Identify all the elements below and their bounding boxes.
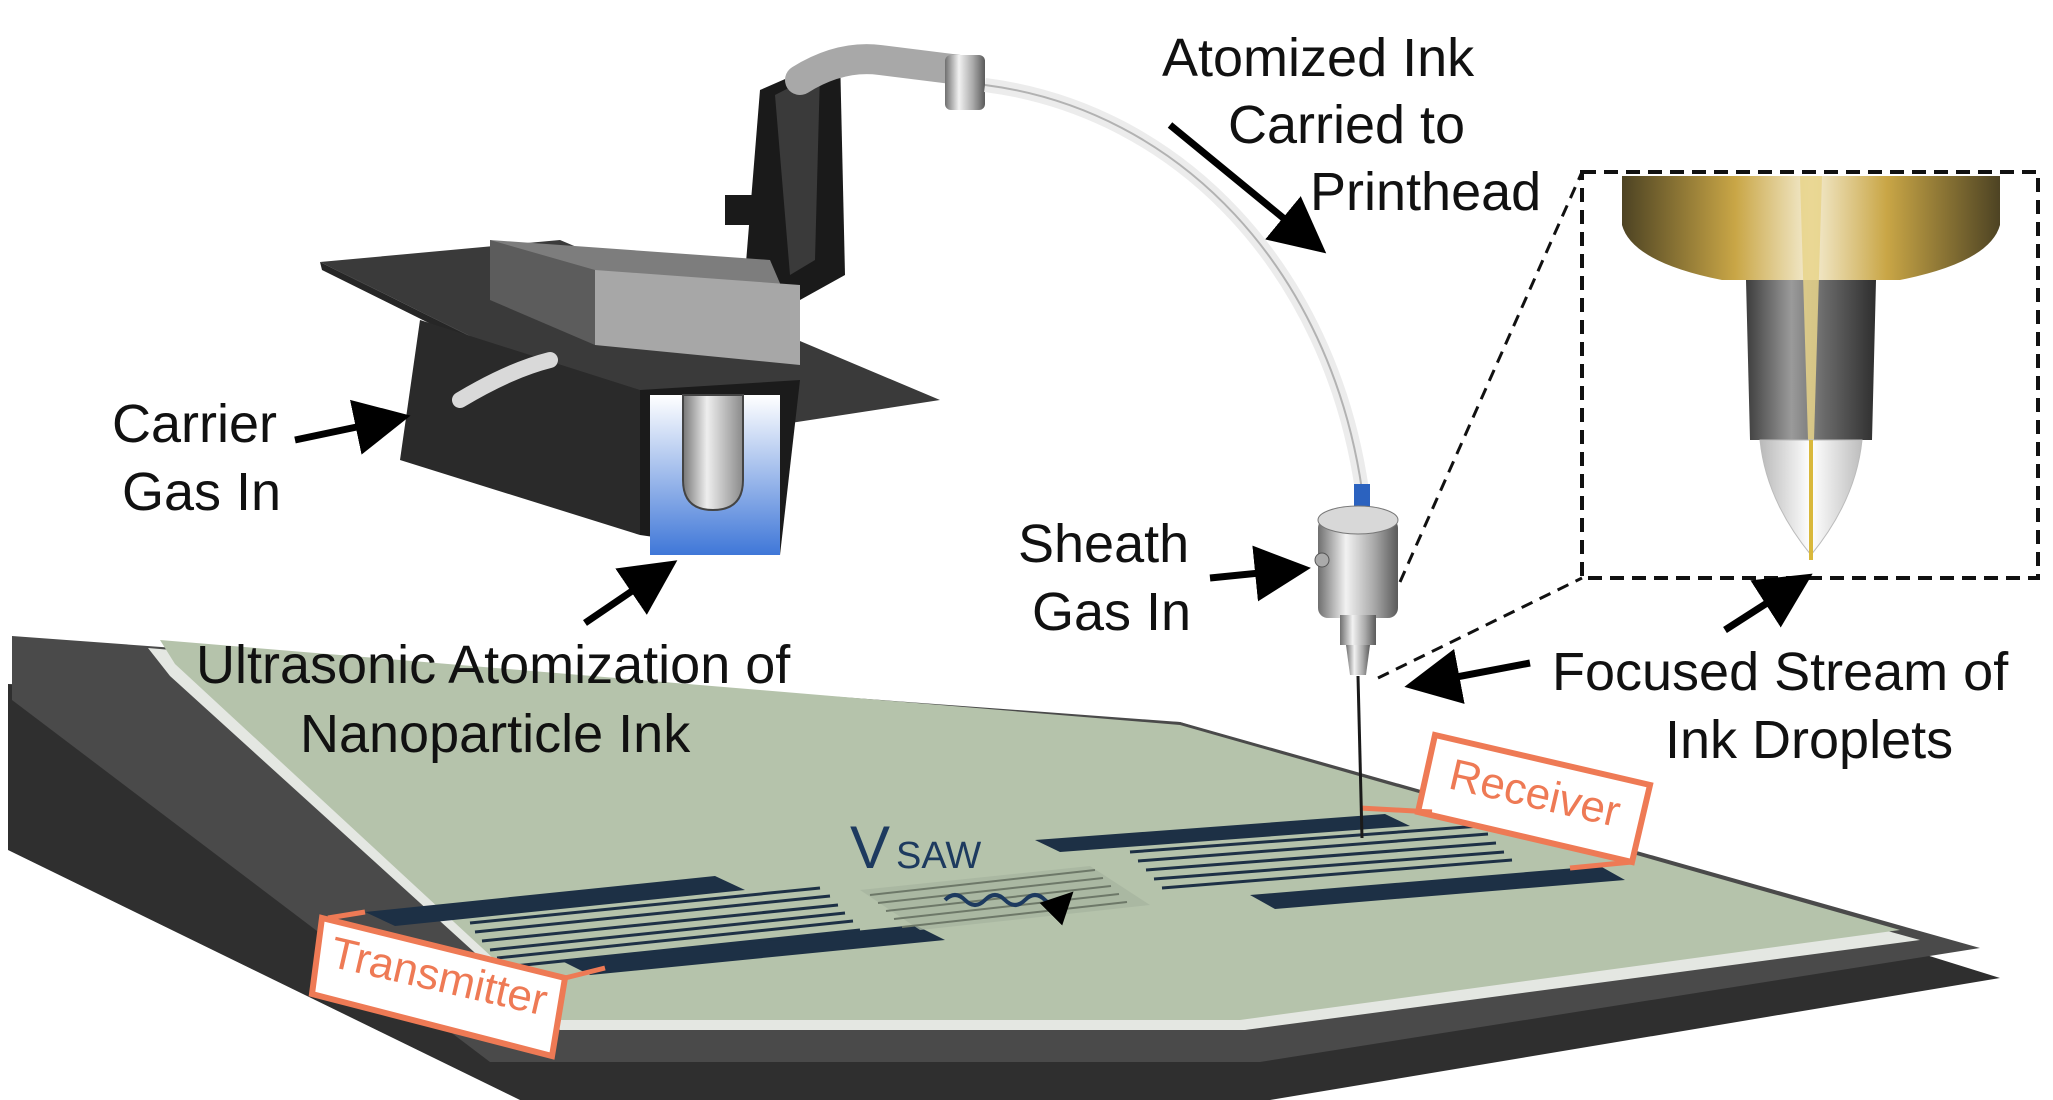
label-atomized-ink-line1: Atomized Ink (1162, 28, 1475, 88)
label-ultrasonic-line1: Ultrasonic Atomization of (196, 635, 791, 695)
label-carrier-gas-line1: Carrier (112, 394, 277, 454)
label-carrier-gas: Carrier Gas In (112, 394, 281, 522)
receiver-bottom-bus (1250, 866, 1625, 909)
arrow-focused-stream (1404, 648, 1531, 704)
arrow-inset (1723, 573, 1813, 633)
zoom-lines (1377, 171, 1584, 680)
tube-fitting (945, 55, 985, 110)
atomizer-body (400, 320, 640, 535)
printhead-body (1318, 518, 1398, 618)
receiver-top-bus (1035, 814, 1410, 852)
transmitter-bottom-bus (560, 925, 945, 975)
arrow-carrier-gas (294, 399, 411, 455)
label-sheath-gas-line2: Gas In (1032, 582, 1191, 642)
annotation-arrows (294, 122, 1813, 704)
carrier-tube-connector (785, 44, 975, 95)
arrow-atomized-ink (1167, 122, 1327, 254)
transmitter-top-bus (365, 876, 745, 926)
arrow-sheath-gas (1209, 545, 1311, 602)
label-focused-stream-line1: Focused Stream of (1552, 642, 2009, 702)
label-sheath-gas: Sheath Gas In (1018, 514, 1191, 642)
atomizer-arm-clamp (725, 195, 775, 225)
label-atomized-ink-line3: Printhead (1310, 162, 1541, 222)
label-focused-stream-line2: Ink Droplets (1665, 710, 1953, 770)
label-carrier-gas-line2: Gas In (122, 462, 281, 522)
label-atomized-ink-line2: Carried to (1228, 95, 1465, 155)
label-ultrasonic-line2: Nanoparticle Ink (300, 704, 691, 764)
label-atomized-ink: Atomized Ink Carried to Printhead (1162, 28, 1541, 222)
ink-droplet-stream (1356, 675, 1364, 839)
printhead (1314, 484, 1399, 839)
inset-focused-stream (1800, 176, 1822, 440)
carrier-inlet-tube (452, 352, 558, 408)
label-focused-stream: Focused Stream of Ink Droplets (1552, 642, 2009, 770)
ink-vial (682, 394, 744, 512)
ultrasonic-atomizer (320, 44, 985, 555)
label-ultrasonic-atomization: Ultrasonic Atomization of Nanoparticle I… (196, 635, 791, 764)
label-sheath-gas-line1: Sheath (1018, 514, 1189, 574)
saw-wave: V SAW (850, 814, 1150, 930)
piezo-substrate (160, 640, 1900, 1020)
receiver-idt (1035, 814, 1625, 909)
nozzle-zoom-inset (1580, 170, 2040, 580)
saw-wave-arrow (943, 891, 1074, 926)
vsaw-label: V SAW (850, 814, 981, 881)
transmitter-fingers (469, 886, 861, 969)
printhead-neck (1340, 615, 1376, 645)
transmitter-idt (365, 876, 945, 975)
printhead-nozzle (1346, 645, 1370, 675)
receiver-fingers (1129, 824, 1513, 890)
arrow-ultrasonic (583, 560, 678, 626)
sheath-gas-port (1314, 552, 1330, 568)
